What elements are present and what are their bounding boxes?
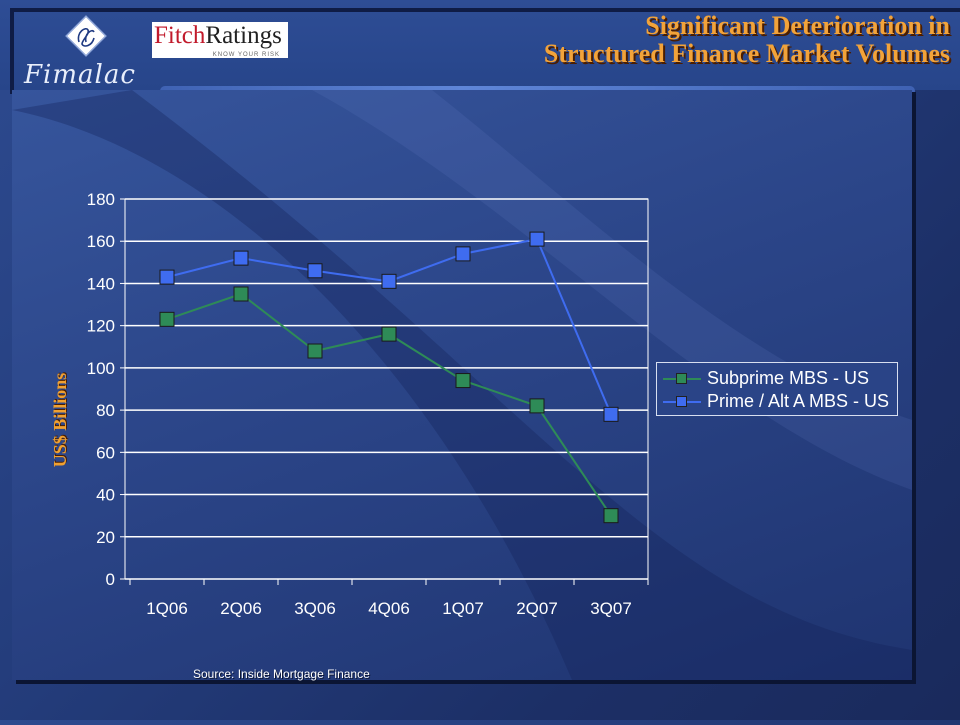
x-tick-label: 3Q06: [294, 599, 336, 618]
y-tick-label: 180: [87, 190, 115, 209]
y-tick-label: 160: [87, 232, 115, 251]
legend-label-subprime: Subprime MBS - US: [707, 368, 870, 388]
data-point-prime: [381, 273, 397, 289]
legend-swatch-prime: [663, 395, 701, 409]
data-point-subprime: [159, 311, 175, 327]
y-tick-label: 120: [87, 317, 115, 336]
fitch-brand-part1: Fitch: [154, 22, 206, 49]
plot-area: [124, 198, 649, 580]
y-tick-label: 140: [87, 274, 115, 293]
fitch-tagline: KNOW YOUR RISK: [212, 52, 280, 58]
y-tick-label: 40: [96, 486, 115, 505]
data-point-subprime: [455, 373, 471, 389]
fitch-brand-part2: Ratings: [205, 22, 282, 49]
fimalac-wordmark: Fimalac: [24, 60, 136, 90]
legend-label-prime: Prime / Alt A MBS - US: [707, 391, 890, 411]
y-tick-label: 20: [96, 528, 115, 547]
chart-legend: Subprime MBS - US Prime / Alt A MBS - US: [656, 362, 898, 416]
data-point-prime: [233, 250, 249, 266]
x-tick-label: 4Q06: [368, 599, 410, 618]
data-point-prime: [529, 231, 545, 247]
x-tick-label: 1Q07: [442, 599, 484, 618]
fimalac-emblem-icon: [65, 15, 107, 57]
data-point-subprime: [307, 343, 323, 359]
data-point-subprime: [603, 508, 619, 524]
slide-title: Significant Deterioration in Structured …: [544, 12, 950, 68]
x-tick-label: 2Q07: [516, 599, 558, 618]
y-tick-label: 60: [96, 443, 115, 462]
fimalac-logo: Fimalac: [18, 8, 148, 90]
data-point-subprime: [381, 326, 397, 342]
data-point-prime: [159, 269, 175, 285]
legend-item-subprime: Subprime MBS - US: [657, 367, 897, 390]
y-tick-label: 0: [106, 570, 115, 589]
legend-swatch-subprime: [663, 372, 701, 386]
data-point-subprime: [529, 398, 545, 414]
x-tick-label: 1Q06: [146, 599, 188, 618]
data-point-prime: [603, 406, 619, 422]
y-tick-label: 80: [96, 401, 115, 420]
data-point-subprime: [233, 286, 249, 302]
y-axis-label: US$ Billions: [49, 372, 70, 468]
x-tick-label: 2Q06: [220, 599, 262, 618]
slide-title-line1: Significant Deterioration in: [645, 11, 950, 40]
legend-item-prime: Prime / Alt A MBS - US: [657, 390, 897, 413]
source-note: Source: Inside Mortgage Finance: [193, 667, 370, 681]
data-point-prime: [455, 246, 471, 262]
x-tick-label: 3Q07: [590, 599, 632, 618]
header-frame: [10, 8, 960, 94]
slide-title-line2: Structured Finance Market Volumes: [543, 39, 950, 68]
fitch-ratings-logo: FitchRatings KNOW YOUR RISK: [152, 22, 288, 58]
y-tick-label: 100: [87, 359, 115, 378]
data-point-prime: [307, 263, 323, 279]
